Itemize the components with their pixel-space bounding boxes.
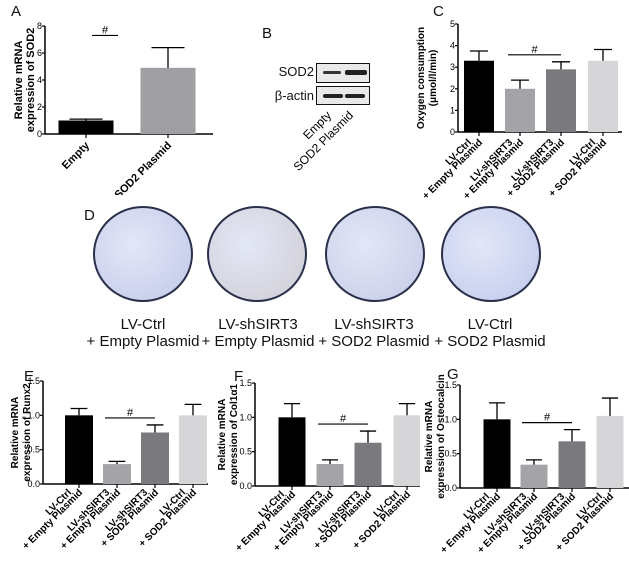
y-tick-label: 0 [450,127,455,137]
significance-marker: # [127,407,134,419]
panel-letter-e: E [24,368,35,385]
x-category-label: Empty [60,139,93,172]
panel-letter-f: F [234,368,244,385]
y-tick-label: 1.5 [444,380,457,390]
y-axis-label: Oxygen consumption [416,27,427,129]
bar [483,419,511,488]
y-axis-label: expression of SOD2 [25,28,37,133]
panel-letter-g: G [447,366,459,383]
plate-label-line1: LV-Ctrl [467,316,513,333]
y-tick-label: 0.0 [444,483,457,493]
plate-label-2: LV-shSIRT3 + SOD2 Plasmid [304,316,444,350]
band-sod2-empty [323,71,341,74]
wb-lane-labels: Empty SOD2 Plasmid [291,108,357,174]
chart-f-col1a1-mrna: 0.0 0.5 1.0 1.5 Relative mRNA expression of C… [217,378,420,554]
y-axis-label: Relative mRNA [10,397,21,469]
y-axis-label: expression of Osteocalcin [436,374,447,499]
y-tick-label: 0.0 [239,481,252,491]
chart-e-runx2-mrna: 0.0 0.5 1.0 1.5 Relative mRNA expression of R… [10,376,208,552]
y-tick-label: 4 [450,41,455,51]
chart-g-osteocalcin-mrna: 0.0 0.5 1.0 1.5 Relative mRNA expression of O… [424,374,629,556]
y-tick-label: 4 [37,75,42,85]
bar [58,120,114,134]
y-tick-label: 1 [450,105,455,115]
y-tick-label: 5 [450,19,455,29]
plate-label-line2: + Empty Plasmid [86,333,200,350]
plate-label-1: LV-shSIRT3 + Empty Plasmid [188,316,328,350]
plate-shsirt3-sod2 [325,206,425,302]
bar [393,415,420,486]
y-tick-label: 8 [37,21,42,31]
blot-sod2 [316,63,370,83]
band-sod2-plasmid [345,70,367,75]
y-tick-label: 1.5 [239,378,252,388]
bar [354,442,382,486]
plate-label-line1: LV-shSIRT3 [218,316,298,333]
y-tick-label: 2 [450,84,455,94]
bar [179,415,207,484]
bar [278,417,306,486]
bar [103,464,131,484]
panel-letter-c: C [433,3,444,20]
y-tick-label: 0.5 [27,445,40,455]
y-tick-label: 0.5 [444,449,457,459]
y-axis-label: (μmol/l/min) [428,50,439,107]
significance-marker: # [544,412,551,424]
y-tick-label: 0.0 [27,479,40,489]
y-tick-label: 1.0 [239,412,252,422]
plate-shsirt3-empty [207,206,307,302]
y-axis-label: Relative mRNA [424,401,435,473]
panel-letter-b: B [262,25,273,42]
plate-label-line2: + SOD2 Plasmid [434,333,546,350]
plate-lvctrl-empty [93,206,193,302]
plate-label-line2: + SOD2 Plasmid [318,333,430,350]
y-tick-label: 1.0 [27,410,40,420]
plate-lvctrl-sod2 [441,206,541,302]
bar [520,464,548,488]
plate-label-line1: LV-Ctrl [120,316,166,333]
band-actin-empty [323,94,343,98]
bar [140,67,196,134]
x-category-label: SOD2 Plasmid [112,140,174,195]
bar [65,415,93,484]
significance-marker: # [340,413,347,425]
y-tick-label: 2 [37,102,42,112]
y-tick-label: 0 [37,129,42,139]
bar [141,432,169,484]
wb-label-beta-actin: β-actin [274,88,314,103]
y-tick-label: 1.0 [444,414,457,424]
bar [558,441,586,488]
wb-label-sod2: SOD2 [278,64,314,79]
y-tick-label: 3 [450,62,455,72]
chart-a-sod2-mrna: 0 2 4 6 8 Relative mRNA expression of SOD2 Empt… [13,21,213,195]
plate-label-0: LV-Ctrl + Empty Plasmid [73,316,213,350]
significance-marker: # [531,44,538,56]
blot-beta-actin [316,86,370,105]
plate-label-line2: + Empty Plasmid [201,333,315,350]
plate-label-line1: LV-shSIRT3 [334,316,414,333]
significance-marker: # [102,24,109,36]
bar [546,69,576,132]
bar [596,415,624,488]
y-axis-label: expression of Col1α1 [229,383,240,485]
bar [464,60,494,132]
y-tick-label: 1.5 [27,376,40,386]
plate-label-3: LV-Ctrl + SOD2 Plasmid [420,316,560,350]
panel-letter-d: D [84,207,95,224]
y-axis-label: Relative mRNA [217,399,228,471]
y-tick-label: 0.5 [239,447,252,457]
band-actin-plasmid [345,94,365,98]
bar [588,60,618,132]
panel-letter-a: A [11,3,22,20]
y-axis-label: expression of Runx2 [22,383,33,482]
bar [316,464,344,486]
bar [505,88,535,132]
y-tick-label: 6 [37,48,42,58]
y-axis-label: Relative mRNA [13,41,25,120]
